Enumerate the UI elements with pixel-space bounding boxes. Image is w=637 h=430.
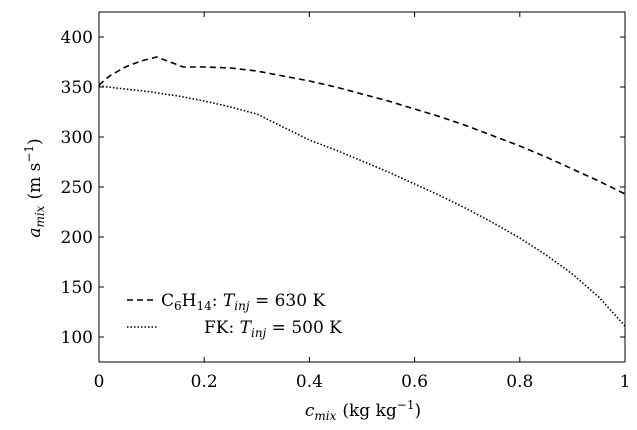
ticks-layer: 0 0.2 0.4 0.6 0.8 1 100 150 200 250 300 350 400 xyxy=(61,12,631,392)
legend-label-fk: FK: Tinj = 500 K xyxy=(204,318,342,340)
x-axis-title: cmix (kg kg−1) xyxy=(305,398,421,423)
y-tick-label: 100 xyxy=(61,328,93,348)
y-tick-label: 400 xyxy=(61,28,93,48)
y-tick-label: 200 xyxy=(61,228,93,248)
legend: C6H14: Tinj = 630 K FK: Tinj = 500 K xyxy=(127,291,342,340)
y-tick-label: 150 xyxy=(61,278,93,298)
y-tick-label: 250 xyxy=(61,178,93,198)
series-layer xyxy=(98,56,626,327)
x-tick-label: 0.6 xyxy=(401,372,428,392)
y-axis-title: amix(m s−1) xyxy=(22,138,47,237)
x-tick-label: 0.2 xyxy=(191,372,218,392)
x-tick-label: 0 xyxy=(94,372,105,392)
y-tick-label: 350 xyxy=(61,78,93,98)
legend-label-c6h14: C6H14: Tinj = 630 K xyxy=(161,291,325,313)
x-tick-label: 0.8 xyxy=(506,372,533,392)
y-tick-label: 300 xyxy=(61,128,93,148)
series-line-c6h14 xyxy=(98,56,626,195)
series-line-fk xyxy=(98,85,626,327)
x-tick-label: 0.4 xyxy=(296,372,323,392)
x-tick-label: 1 xyxy=(620,372,631,392)
